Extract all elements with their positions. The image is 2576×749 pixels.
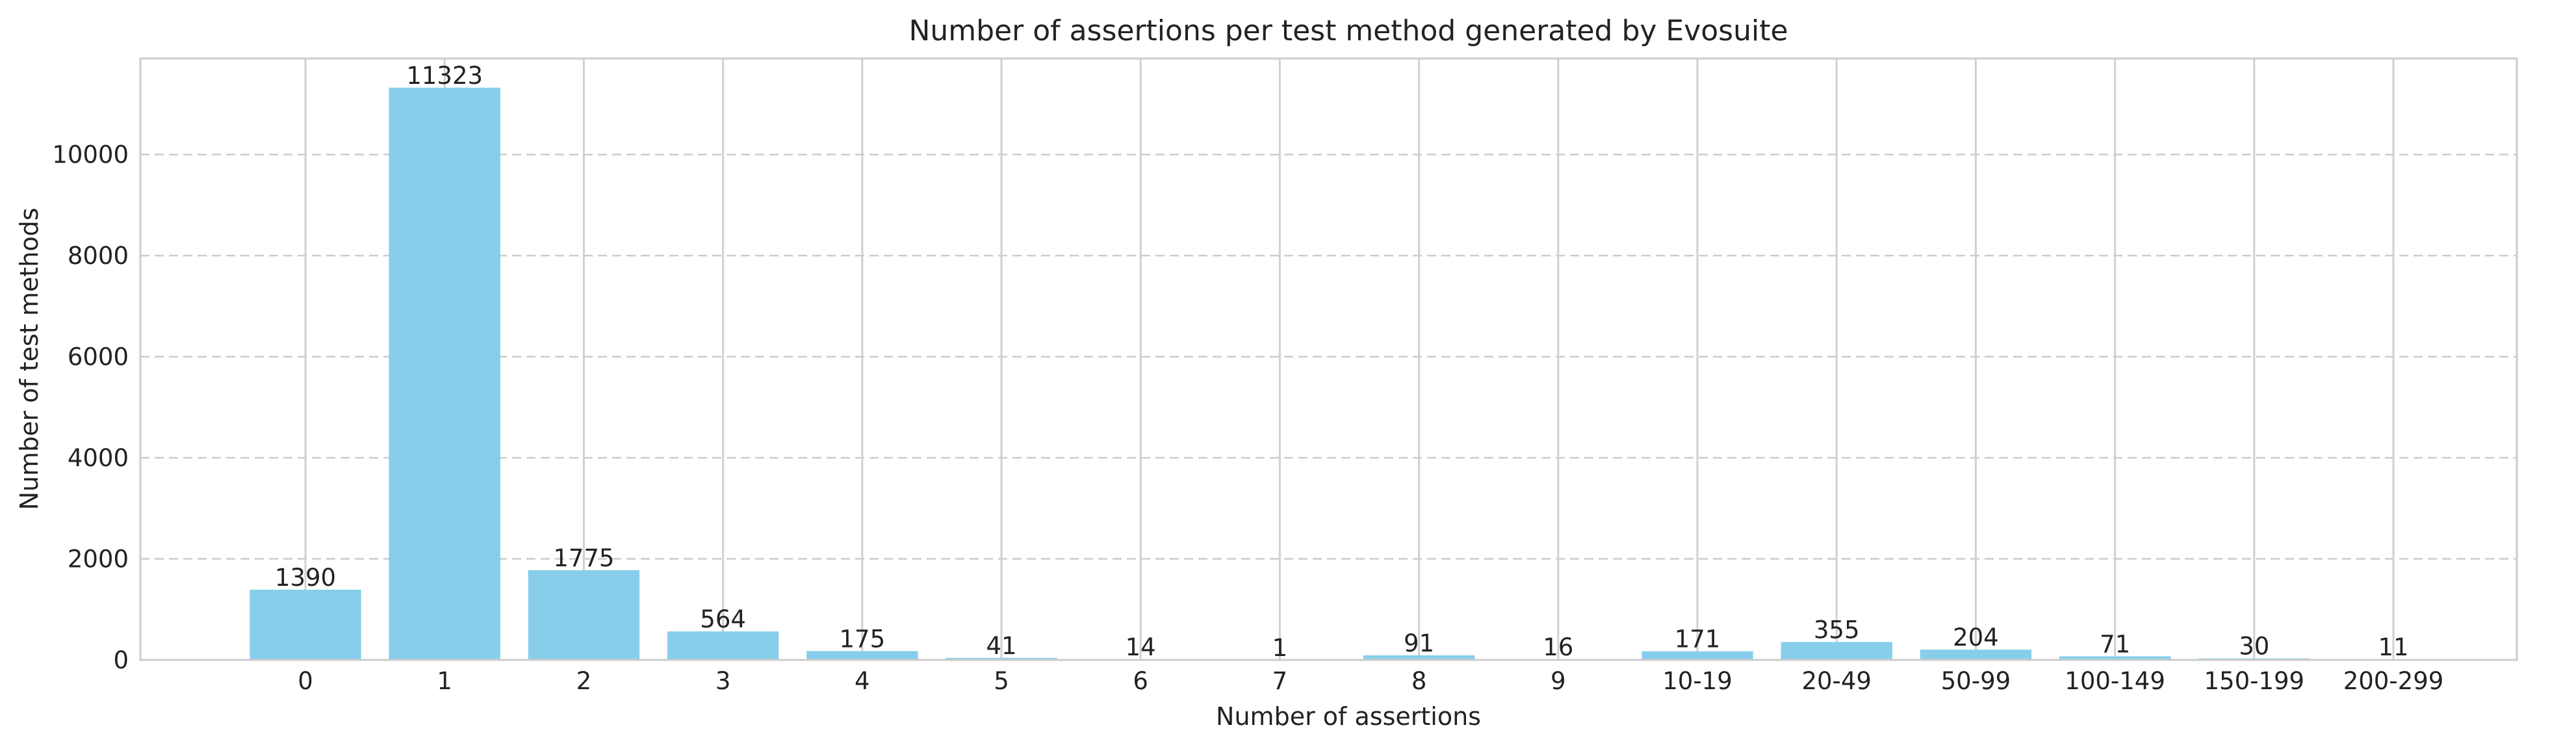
x-tick-label: 20-49: [1801, 667, 1872, 695]
bar-20-49: [1781, 642, 1892, 660]
bar-value-label: 175: [839, 625, 885, 653]
x-tick-label: 3: [715, 667, 731, 695]
bar-value-label: 1390: [275, 564, 336, 592]
bar-2: [528, 570, 640, 660]
bar-value-label: 11: [2378, 633, 2408, 661]
chart-title: Number of assertions per test method gen…: [908, 14, 1788, 47]
x-tick-label: 8: [1411, 667, 1427, 695]
x-tick-label: 0: [298, 667, 313, 695]
y-tick-label: 10000: [52, 141, 129, 169]
bar-value-label: 41: [986, 632, 1016, 660]
x-tick-label: 4: [855, 667, 870, 695]
bar-value-label: 11323: [406, 62, 483, 90]
bar-value-label: 1775: [553, 544, 614, 572]
x-tick-label: 1: [437, 667, 452, 695]
bar-value-label: 1: [1272, 634, 1288, 662]
bar-3: [667, 631, 779, 660]
x-tick-label: 7: [1272, 667, 1288, 695]
bar-value-label: 91: [1404, 629, 1434, 657]
x-tick-label: 200-299: [2343, 667, 2444, 695]
x-tick-label: 50-99: [1941, 667, 2011, 695]
x-tick-label: 6: [1133, 667, 1148, 695]
bar-5: [946, 657, 1057, 660]
x-tick-label: 2: [576, 667, 592, 695]
x-tick-label: 10-19: [1662, 667, 1732, 695]
y-tick-label: 4000: [68, 444, 129, 472]
x-axis-label: Number of assertions: [1216, 702, 1481, 731]
y-tick-label: 2000: [68, 545, 129, 573]
bar-1: [389, 87, 500, 661]
y-tick-label: 0: [113, 646, 129, 674]
bar-100-149: [2059, 656, 2171, 660]
bar-value-label: 355: [1814, 616, 1860, 644]
bar-0: [250, 589, 361, 660]
y-tick-label: 6000: [68, 343, 129, 371]
x-tick-label: 150-199: [2204, 667, 2304, 695]
x-tick-labels: 0 1 2 3 4 5 6 7 8 9 10-19 20-49 50-99 100-149 150-199 2…: [298, 667, 2443, 695]
bar-value-label: 71: [2100, 630, 2130, 658]
y-tick-label: 8000: [68, 242, 129, 270]
bar-value-labels: 1390 11323 1775 564 175 41 14 1 91 16 171 355 204 71 3…: [275, 62, 2409, 662]
bar-value-label: 564: [700, 605, 746, 633]
bar-50-99: [1920, 650, 2032, 660]
bar-value-label: 171: [1675, 625, 1721, 653]
x-tick-label: 5: [994, 667, 1009, 695]
bar-4: [806, 651, 918, 660]
x-tick-label: 9: [1551, 667, 1566, 695]
bars: [250, 87, 2449, 661]
bar-value-label: 204: [1953, 624, 1999, 651]
bar-8: [1363, 655, 1475, 660]
bar-value-label: 16: [1543, 633, 1573, 661]
bar-value-label: 30: [2239, 633, 2269, 661]
x-tick-label: 100-149: [2065, 667, 2165, 695]
bar-10-19: [1642, 651, 1753, 660]
y-axis-label: Number of test methods: [15, 207, 44, 510]
bar-value-label: 14: [1126, 633, 1156, 661]
plot-frame: [139, 57, 2518, 661]
y-tick-labels: 0 2000 4000 6000 8000 10000: [52, 141, 129, 674]
